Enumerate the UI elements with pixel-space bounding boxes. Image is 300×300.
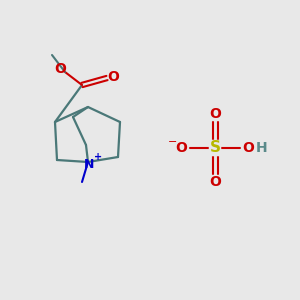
Text: O: O	[54, 62, 66, 76]
Text: H: H	[256, 141, 268, 155]
Text: N: N	[84, 158, 94, 170]
Text: O: O	[209, 175, 221, 189]
Text: O: O	[175, 141, 187, 155]
Text: +: +	[94, 152, 102, 162]
Text: O: O	[209, 107, 221, 121]
Text: O: O	[107, 70, 119, 84]
Text: −: −	[168, 137, 178, 147]
Text: O: O	[242, 141, 254, 155]
Text: S: S	[209, 140, 220, 155]
